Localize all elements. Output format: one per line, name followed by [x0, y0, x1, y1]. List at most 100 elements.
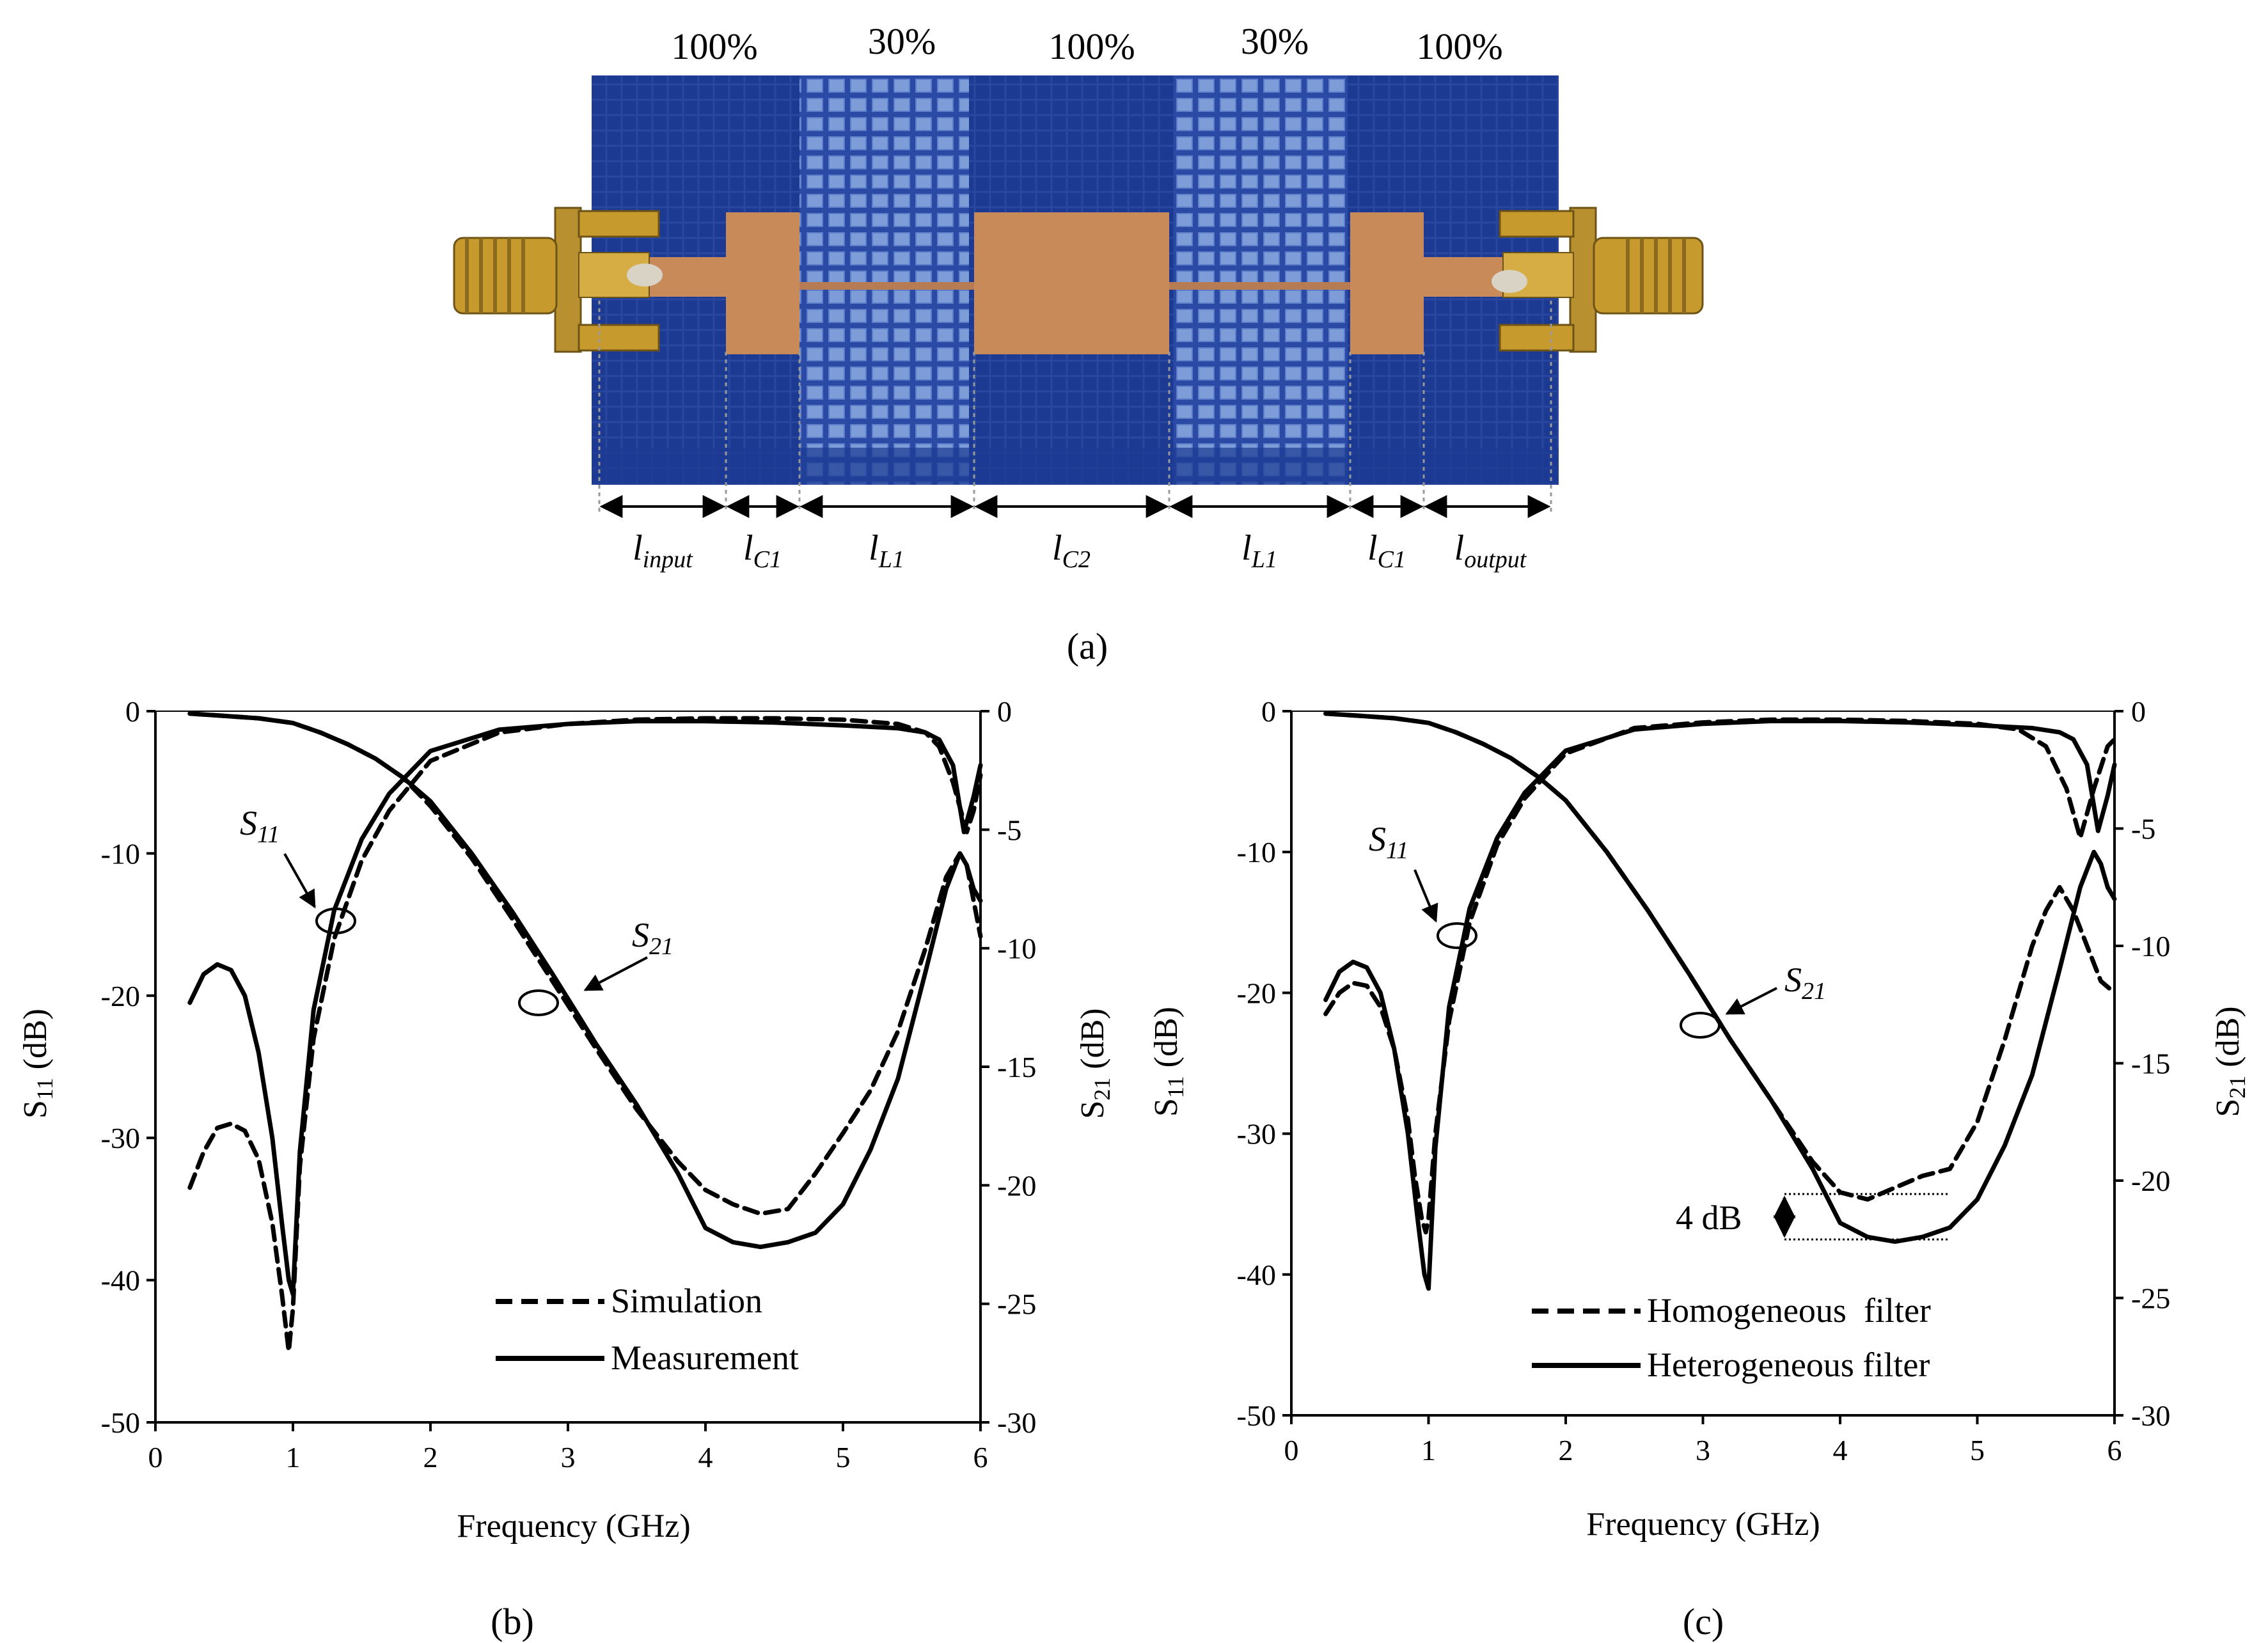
x-tick-label: 0	[148, 1441, 163, 1474]
panel-c: 0 1 2 3 4 5 60-10-20-30-40-500-5-10-15-20-25-3…	[1148, 695, 2250, 1642]
segment-label-input: linput	[633, 528, 693, 573]
capacitor-c2	[974, 212, 1169, 354]
inductor-l1-left	[799, 282, 974, 290]
chart-b-callout-s11: S11	[240, 804, 356, 934]
x-tick-label: 4	[698, 1441, 713, 1474]
y-tick-label-left: -10	[101, 837, 140, 870]
density-label-4: 30%	[1241, 20, 1309, 62]
series-s11-simulation	[187, 716, 983, 1354]
y-tick-label-right: 0	[997, 695, 1012, 728]
chart-c-4db-annotation: 4 dB	[1676, 1193, 1948, 1241]
capacitor-c1-right	[1350, 212, 1424, 354]
density-label-3: 100%	[1048, 26, 1135, 67]
chart-b-ylabel-right: S21 (dB)	[1075, 1008, 1115, 1119]
x-tick-label: 1	[1421, 1434, 1436, 1466]
y-tick-label-left: -40	[101, 1264, 140, 1297]
x-tick-label: 1	[286, 1441, 301, 1474]
segment-label-c1-left: lC1	[743, 528, 782, 573]
x-tick-label: 2	[1559, 1434, 1573, 1466]
segment-label-c2: lC2	[1052, 528, 1091, 573]
segment-label-l1-right: lL1	[1241, 528, 1277, 573]
y-tick-label-left: -50	[101, 1406, 140, 1439]
y-tick-label-left: 0	[125, 695, 140, 728]
density-label-5: 100%	[1416, 26, 1502, 67]
chart-c-ticks: 0 1 2 3 4 5 60-10-20-30-40-500-5-10-15-20-25-3…	[1237, 695, 2171, 1466]
chart-c-ylabel-right: S21 (dB)	[2210, 1006, 2250, 1117]
chart-c-callout-s11-label: S11	[1369, 820, 1408, 864]
segment-label-c1-right: lC1	[1367, 528, 1406, 573]
y-tick-label-right: -25	[997, 1288, 1036, 1321]
y-tick-label-left: -20	[101, 980, 140, 1012]
chart-b-legend: Simulation Measurement	[496, 1282, 799, 1377]
chart-c-series	[1323, 711, 2117, 1291]
x-tick-label: 6	[973, 1441, 988, 1474]
chart-b-callout-s11-label: S11	[240, 804, 280, 848]
density-labels: 100% 30% 100% 30% 100%	[671, 20, 1502, 67]
series-s11-measurement	[187, 719, 983, 1297]
chart-c-4db-label: 4 dB	[1676, 1199, 1742, 1237]
y-tick-label-right: -15	[997, 1051, 1036, 1083]
x-tick-label: 5	[836, 1441, 851, 1474]
inductor-l1-right	[1169, 282, 1350, 290]
y-tick-label-right: -30	[2131, 1399, 2170, 1432]
chart-c-callout-s21-label: S21	[1784, 961, 1826, 1005]
y-tick-label-right: -5	[997, 814, 1021, 846]
x-tick-label: 2	[423, 1441, 438, 1474]
sma-connector-left	[453, 207, 663, 353]
capacitor-c1-left	[726, 212, 799, 354]
y-tick-label-left: -50	[1237, 1399, 1276, 1432]
y-tick-label-right: -15	[2131, 1048, 2170, 1080]
chart-b-ylabel-left: S11 (dB)	[17, 1009, 58, 1119]
x-tick-label: 3	[561, 1441, 576, 1474]
sma-connector-right	[1492, 207, 1704, 353]
substrate-mesh-left	[799, 75, 969, 485]
filter-photo	[453, 75, 1704, 485]
y-tick-label-right: -25	[2131, 1282, 2170, 1315]
chart-b-series	[187, 711, 983, 1354]
y-tick-label-left: -30	[1237, 1118, 1276, 1151]
chart-b-xlabel: Frequency (GHz)	[457, 1508, 690, 1545]
chart-b-axes	[154, 711, 982, 1424]
series-s21-measurement	[187, 711, 983, 1250]
density-label-1: 100%	[671, 26, 757, 67]
y-tick-label-left: -40	[1237, 1259, 1276, 1291]
density-label-2: 30%	[868, 20, 936, 62]
y-tick-label-left: 0	[1261, 695, 1276, 728]
series-s11-heterogeneous	[1323, 718, 2117, 1291]
chart-b-legend-label-1: Simulation	[611, 1282, 762, 1320]
chart-c-xlabel: Frequency (GHz)	[1586, 1506, 1820, 1543]
x-tick-label: 5	[1970, 1434, 1985, 1466]
chart-b-callout-s21: S21	[518, 916, 673, 1016]
x-tick-label: 4	[1833, 1434, 1848, 1466]
series-s11-homogeneous	[1323, 717, 2117, 1235]
y-tick-label-right: -30	[997, 1406, 1036, 1439]
panel-a: 100% 30% 100% 30% 100%	[453, 20, 1704, 667]
y-tick-label-right: -10	[2131, 930, 2170, 963]
caption-a: (a)	[1067, 625, 1108, 667]
y-tick-label-right: -20	[997, 1169, 1036, 1202]
y-tick-label-right: 0	[2131, 695, 2146, 728]
dimension-guides	[598, 301, 1552, 512]
chart-c-legend-label-1: Homogeneous filter	[1647, 1291, 1931, 1330]
chart-b-ticks: 0 1 2 3 4 5 60-10-20-30-40-500-5-10-15-20-25-3…	[101, 695, 1037, 1474]
caption-b: (b)	[491, 1601, 534, 1642]
substrate-bottom-strip	[592, 448, 1559, 485]
chart-b-callout-s21-label: S21	[632, 916, 673, 960]
segment-label-l1-left: lL1	[869, 528, 904, 573]
y-tick-label-right: -5	[2131, 813, 2155, 845]
series-s21-homogeneous	[1323, 711, 2117, 1202]
chart-c-callout-s21: S21	[1680, 961, 1826, 1039]
chart-c-legend-label-2: Heterogeneous filter	[1647, 1346, 1930, 1384]
y-tick-label-left: -20	[1237, 977, 1276, 1009]
y-tick-label-left: -10	[1237, 836, 1276, 869]
series-s21-heterogeneous	[1323, 711, 2117, 1244]
substrate-mesh-right	[1174, 75, 1348, 485]
segment-label-output: loutput	[1454, 528, 1527, 573]
panel-b: 0 1 2 3 4 5 60-10-20-30-40-500-5-10-15-20-25-3…	[17, 695, 1115, 1642]
chart-c-ylabel-left: S11 (dB)	[1148, 1007, 1188, 1117]
y-tick-label-right: -20	[2131, 1165, 2170, 1197]
x-tick-label: 0	[1284, 1434, 1299, 1466]
caption-c: (c)	[1683, 1601, 1724, 1642]
y-tick-label-right: -10	[997, 932, 1036, 965]
